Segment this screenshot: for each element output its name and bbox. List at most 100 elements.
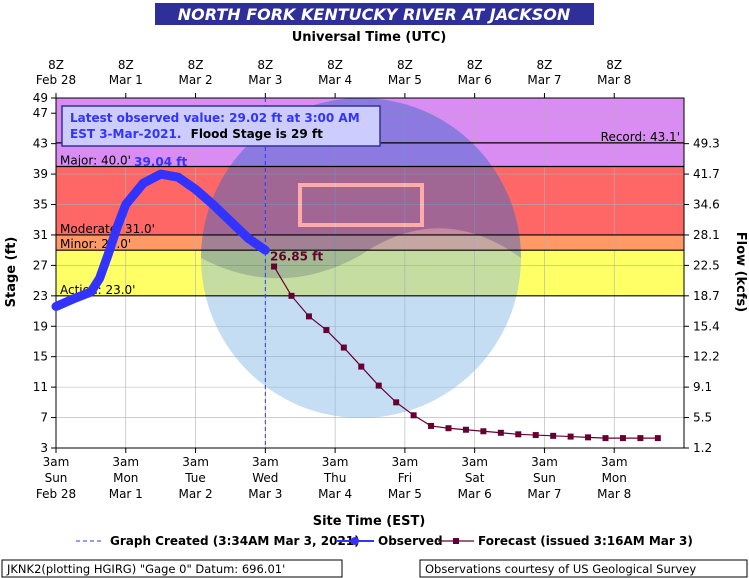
bottom-tick-date: Mar 3 bbox=[248, 487, 282, 501]
right-tick-label: 15.4 bbox=[693, 319, 720, 333]
forecast-start-label: 26.85 ft bbox=[270, 250, 323, 264]
latest-observation-box: Latest observed value: 29.02 ft at 3:00 … bbox=[61, 105, 381, 147]
observed-point bbox=[243, 234, 252, 242]
top-tick-date: Feb 28 bbox=[36, 73, 76, 87]
left-tick-label: 23 bbox=[33, 289, 48, 303]
forecast-point bbox=[445, 425, 452, 432]
bottom-tick-day: Thu bbox=[323, 471, 347, 485]
top-tick-date: Mar 2 bbox=[179, 73, 213, 87]
forecast-point bbox=[323, 327, 330, 334]
top-tick-label: 8Z bbox=[188, 58, 204, 72]
left-tick-label: 47 bbox=[33, 106, 48, 120]
top-tick-label: 8Z bbox=[257, 58, 273, 72]
top-tick-date: Mar 3 bbox=[248, 73, 282, 87]
bottom-tick-day: Sun bbox=[45, 471, 68, 485]
title-bar bbox=[155, 3, 594, 25]
observed-point bbox=[52, 302, 60, 311]
bottom-tick-date: Feb 28 bbox=[36, 487, 76, 501]
observed-point bbox=[139, 179, 148, 188]
left-tick-label: 39 bbox=[33, 167, 48, 181]
bottom-tick-date: Mar 8 bbox=[597, 487, 631, 501]
info-line-2-date: EST 3-Mar-2021. bbox=[70, 127, 181, 141]
legend-forecast-marker bbox=[453, 538, 459, 544]
right-axis-title: Flow (kcfs) bbox=[733, 232, 748, 312]
forecast-point bbox=[567, 433, 574, 440]
top-tick-label: 8Z bbox=[537, 58, 553, 72]
right-tick-label: 34.6 bbox=[693, 198, 720, 212]
left-tick-label: 15 bbox=[33, 350, 48, 364]
observed-point bbox=[174, 173, 183, 182]
forecast-point bbox=[462, 426, 469, 433]
top-tick-date: Mar 8 bbox=[597, 73, 631, 87]
info-line-2: EST 3-Mar-2021. Flood Stage is 29 ft bbox=[70, 127, 323, 141]
threshold-label-minor: Minor: 29.0' bbox=[60, 237, 131, 251]
chart-title: NORTH FORK KENTUCKY RIVER AT JACKSON bbox=[178, 5, 571, 24]
right-tick-label: 1.2 bbox=[693, 441, 712, 455]
bottom-tick-time: 3am bbox=[252, 455, 279, 469]
forecast-point bbox=[497, 429, 504, 436]
legend-observed-marker bbox=[351, 537, 359, 545]
observed-point bbox=[156, 170, 165, 179]
forecast-point bbox=[550, 432, 557, 439]
bottom-axis-title: Site Time (EST) bbox=[313, 514, 426, 529]
forecast-point bbox=[637, 435, 644, 442]
forecast-point bbox=[393, 399, 400, 406]
bottom-tick-day: Sun bbox=[533, 471, 556, 485]
forecast-point bbox=[654, 435, 661, 442]
footer-left-box bbox=[1, 559, 343, 578]
bottom-tick-day: Fri bbox=[398, 471, 412, 485]
observed-point bbox=[209, 200, 217, 209]
forecast-point bbox=[602, 435, 609, 442]
forecast-point bbox=[480, 428, 487, 435]
bottom-tick-date: Mar 4 bbox=[318, 487, 352, 501]
observed-point bbox=[121, 200, 130, 209]
info-line-2-flood: Flood Stage is 29 ft bbox=[191, 127, 323, 141]
bottom-tick-time: 3am bbox=[322, 455, 349, 469]
footer-right-box bbox=[419, 559, 748, 578]
right-tick-label: 49.3 bbox=[693, 137, 720, 151]
bottom-tick-time: 3am bbox=[601, 455, 628, 469]
top-tick-date: Mar 6 bbox=[458, 73, 492, 87]
bottom-tick-date: Mar 7 bbox=[527, 487, 561, 501]
footer-right-text: Observations courtesy of US Geological S… bbox=[425, 562, 696, 576]
bottom-tick-date: Mar 6 bbox=[458, 487, 492, 501]
right-tick-label: 9.1 bbox=[693, 380, 712, 394]
top-tick-label: 8Z bbox=[118, 58, 134, 72]
plot-frame bbox=[55, 97, 685, 449]
forecast-point bbox=[585, 434, 592, 441]
top-tick-date: Mar 1 bbox=[109, 73, 143, 87]
bottom-tick-time: 3am bbox=[182, 455, 209, 469]
footer-left-text: JKNK2(plotting HGIRG) "Gage 0" Datum: 69… bbox=[6, 562, 285, 576]
right-tick-label: 18.7 bbox=[693, 289, 720, 303]
observed-point bbox=[113, 223, 122, 232]
top-tick-label: 8Z bbox=[397, 58, 413, 72]
bottom-tick-date: Mar 1 bbox=[109, 487, 143, 501]
legend: Graph Created (3:34AM Mar 3, 2021) Observ… bbox=[76, 534, 693, 548]
bottom-tick-time: 3am bbox=[392, 455, 419, 469]
legend-created-label: Graph Created (3:34AM Mar 3, 2021) bbox=[110, 534, 360, 548]
left-tick-label: 35 bbox=[33, 198, 48, 212]
forecast-point bbox=[532, 432, 539, 439]
right-tick-label: 12.2 bbox=[693, 350, 720, 364]
right-tick-label: 41.7 bbox=[693, 167, 720, 181]
forecast-point bbox=[340, 344, 347, 351]
left-tick-label: 49 bbox=[33, 91, 48, 105]
forecast-point bbox=[305, 313, 312, 320]
info-line-1: Latest observed value: 29.02 ft at 3:00 … bbox=[70, 111, 360, 125]
legend-observed-label: Observed bbox=[378, 534, 443, 548]
forecast-point bbox=[619, 435, 626, 442]
forecast-point bbox=[358, 363, 365, 370]
forecast-point bbox=[375, 382, 382, 389]
forecast-point bbox=[288, 292, 295, 299]
observed-point bbox=[95, 274, 104, 283]
observed-point bbox=[261, 246, 270, 255]
left-tick-label: 7 bbox=[40, 411, 48, 425]
top-tick-date: Mar 5 bbox=[388, 73, 422, 87]
observed-point bbox=[191, 185, 200, 194]
bottom-tick-date: Mar 5 bbox=[388, 487, 422, 501]
top-axis-title: Universal Time (UTC) bbox=[292, 30, 447, 45]
top-tick-date: Mar 7 bbox=[527, 73, 561, 87]
threshold-label-record: Record: 43.1' bbox=[601, 130, 680, 144]
left-tick-label: 27 bbox=[33, 258, 48, 272]
